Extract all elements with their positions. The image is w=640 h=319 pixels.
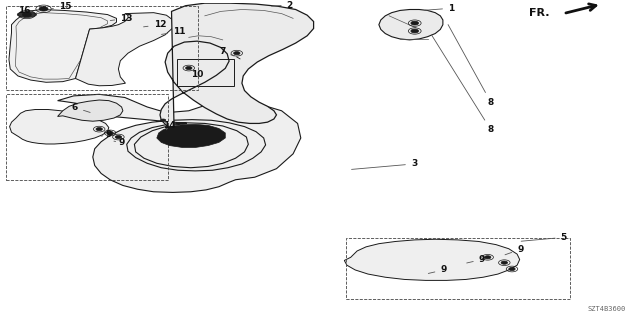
Circle shape xyxy=(107,131,113,135)
Bar xyxy=(177,60,234,86)
Text: 15: 15 xyxy=(51,2,72,11)
Polygon shape xyxy=(158,116,182,127)
Polygon shape xyxy=(10,109,109,144)
Bar xyxy=(346,238,570,299)
Circle shape xyxy=(115,136,122,139)
Circle shape xyxy=(161,119,166,122)
Polygon shape xyxy=(9,10,116,82)
Text: 11: 11 xyxy=(161,27,186,36)
Text: 9: 9 xyxy=(467,255,485,264)
Circle shape xyxy=(39,7,48,11)
Text: 10: 10 xyxy=(191,70,204,79)
Polygon shape xyxy=(58,100,123,121)
Circle shape xyxy=(509,267,515,271)
Text: 2: 2 xyxy=(271,1,293,10)
Circle shape xyxy=(96,128,102,131)
Text: 7: 7 xyxy=(219,47,234,56)
Text: 9: 9 xyxy=(114,138,125,147)
Polygon shape xyxy=(76,13,174,86)
Polygon shape xyxy=(379,10,443,40)
Text: 9: 9 xyxy=(428,265,447,274)
Text: 9: 9 xyxy=(505,245,524,255)
Circle shape xyxy=(186,66,192,70)
Circle shape xyxy=(411,29,419,33)
Text: 5: 5 xyxy=(521,233,567,242)
Circle shape xyxy=(501,261,508,264)
Text: 16: 16 xyxy=(18,6,37,15)
Polygon shape xyxy=(344,239,520,280)
Text: 8: 8 xyxy=(431,35,494,134)
Polygon shape xyxy=(157,124,225,147)
Circle shape xyxy=(484,256,491,259)
Text: FR.: FR. xyxy=(529,8,549,18)
Bar xyxy=(6,6,198,90)
Circle shape xyxy=(234,52,240,55)
Text: 6: 6 xyxy=(72,103,90,113)
Text: 12: 12 xyxy=(143,20,166,29)
Text: 13: 13 xyxy=(110,14,133,23)
Text: 8: 8 xyxy=(448,25,494,107)
Circle shape xyxy=(22,12,31,17)
Polygon shape xyxy=(160,3,314,129)
Text: 3: 3 xyxy=(351,160,417,169)
Polygon shape xyxy=(186,64,218,80)
Text: 9: 9 xyxy=(101,130,112,139)
Bar xyxy=(6,94,168,180)
Ellipse shape xyxy=(17,12,36,18)
Text: 14: 14 xyxy=(163,121,176,130)
Text: 1: 1 xyxy=(425,4,454,13)
Circle shape xyxy=(411,21,419,25)
Polygon shape xyxy=(58,94,301,192)
Text: SZT4B3600: SZT4B3600 xyxy=(588,306,626,312)
